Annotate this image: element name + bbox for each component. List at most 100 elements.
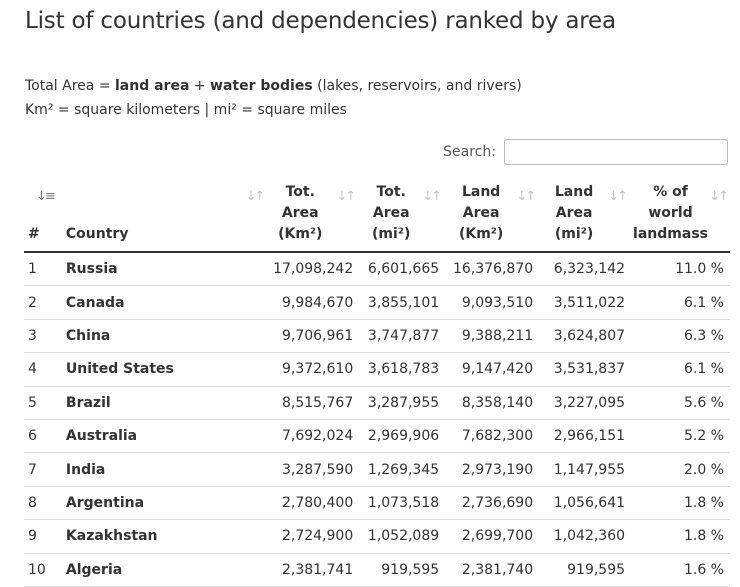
pct-landmass-cell: 1.8 % <box>629 486 730 521</box>
table-body: 1 Russia 17,098,242 6,601,665 16,376,870 6,32… <box>24 252 730 587</box>
rank-cell: 4 <box>24 352 62 387</box>
country-cell: Brazil <box>61 386 262 420</box>
sort-both-icon: ↓↑ <box>245 189 266 204</box>
land-area-km-cell: 8,358,140 <box>443 386 538 420</box>
pct-landmass-cell: 6.1 % <box>629 352 730 387</box>
total-area-mi-cell: 1,269,345 <box>357 452 444 487</box>
header-line: Tot. <box>285 184 315 200</box>
table-row: 6 Australia 7,692,024 2,969,906 7,682,300 2,9… <box>24 419 730 454</box>
table-row: 2 Canada 9,984,670 3,855,101 9,093,510 3,511,… <box>24 285 730 320</box>
total-area-km-cell: 2,724,900 <box>261 519 358 554</box>
table-row: 1 Russia 17,098,242 6,601,665 16,376,870 6,32… <box>24 252 730 287</box>
land-area-mi-cell: 1,147,955 <box>537 452 630 487</box>
header-line: world <box>648 205 693 221</box>
col-header-rank-label: # <box>28 226 40 242</box>
header-line: Land <box>461 184 501 200</box>
total-area-km-cell: 8,515,767 <box>261 386 358 420</box>
sort-numeric-asc-icon: ↓≡ <box>36 189 56 204</box>
pct-landmass-cell: 11.0 % <box>629 252 730 287</box>
table-row: 10 Algeria 2,381,741 919,595 2,381,740 919,59… <box>24 553 730 587</box>
total-area-km-cell: 9,706,961 <box>261 319 358 354</box>
land-area-km-cell: 2,736,690 <box>443 486 538 521</box>
col-header-total-km[interactable]: ↓↑ Tot. Area (Km²) <box>261 180 358 253</box>
country-cell: Kazakhstan <box>61 519 262 554</box>
pct-landmass-cell: 2.0 % <box>629 452 730 487</box>
header-line: Area <box>555 205 593 221</box>
land-area-mi-cell: 3,511,022 <box>537 285 630 320</box>
rank-cell: 3 <box>24 319 62 354</box>
col-header-country[interactable]: ↓↑ Country <box>61 180 266 253</box>
country-cell: Algeria <box>61 553 262 587</box>
total-area-km-cell: 2,381,741 <box>261 553 358 587</box>
page-title: List of countries (and dependencies) ran… <box>25 8 616 34</box>
pct-landmass-cell: 6.3 % <box>629 319 730 354</box>
rank-cell: 7 <box>24 452 62 487</box>
intro-land-area: land area <box>115 78 190 94</box>
land-area-km-cell: 16,376,870 <box>443 252 538 287</box>
land-area-km-cell: 9,388,211 <box>443 319 538 354</box>
table-row: 3 China 9,706,961 3,747,877 9,388,211 3,624,8… <box>24 319 730 354</box>
rank-cell: 10 <box>24 553 62 587</box>
intro-text: Total Area = land area + water bodies (l… <box>25 74 522 122</box>
country-cell: Argentina <box>61 486 262 521</box>
total-area-mi-cell: 3,287,955 <box>357 386 444 420</box>
total-area-mi-cell: 919,595 <box>357 553 444 587</box>
total-area-km-cell: 2,780,400 <box>261 486 358 521</box>
total-area-km-cell: 9,984,670 <box>261 285 358 320</box>
intro-line-2: Km² = square kilometers | mi² = square m… <box>25 102 347 118</box>
col-header-pct-landmass[interactable]: ↓↑ % of world landmass <box>629 180 730 253</box>
table-row: 4 United States 9,372,610 3,618,783 9,147,42… <box>24 352 730 387</box>
table-row: 7 India 3,287,590 1,269,345 2,973,190 1,147,9… <box>24 452 730 487</box>
total-area-mi-cell: 3,618,783 <box>357 352 444 387</box>
rank-cell: 1 <box>24 252 62 287</box>
table-row: 5 Brazil 8,515,767 3,287,955 8,358,140 3,227,… <box>24 386 730 420</box>
search-input[interactable] <box>504 139 728 165</box>
total-area-mi-cell: 2,969,906 <box>357 419 444 454</box>
land-area-mi-cell: 3,227,095 <box>537 386 630 420</box>
land-area-mi-cell: 1,042,360 <box>537 519 630 554</box>
sort-both-icon: ↓↑ <box>336 189 356 204</box>
intro-prefix: Total Area = <box>25 78 115 94</box>
total-area-km-cell: 17,098,242 <box>261 252 358 287</box>
total-area-mi-cell: 6,601,665 <box>357 252 444 287</box>
header-line: landmass <box>633 226 708 242</box>
land-area-km-cell: 7,682,300 <box>443 419 538 454</box>
total-area-mi-cell: 1,073,518 <box>357 486 444 521</box>
sort-both-icon: ↓↑ <box>709 189 729 204</box>
total-area-km-cell: 9,372,610 <box>261 352 358 387</box>
country-cell: China <box>61 319 262 354</box>
intro-suffix: (lakes, reservoirs, and rivers) <box>312 78 522 94</box>
col-header-rank[interactable]: ↓≡ # <box>24 180 62 253</box>
col-header-land-km[interactable]: ↓↑ Land Area (Km²) <box>443 180 538 253</box>
country-cell: Canada <box>61 285 262 320</box>
header-line: (mi²) <box>372 226 411 242</box>
land-area-km-cell: 2,973,190 <box>443 452 538 487</box>
search-box: Search: <box>443 139 728 165</box>
country-cell: United States <box>61 352 262 387</box>
header-line: Area <box>281 205 319 221</box>
header-line: Tot. <box>376 184 406 200</box>
table-row: 8 Argentina 2,780,400 1,073,518 2,736,690 1,0… <box>24 486 730 521</box>
total-area-mi-cell: 3,855,101 <box>357 285 444 320</box>
rank-cell: 9 <box>24 519 62 554</box>
header-line: Area <box>372 205 410 221</box>
land-area-km-cell: 2,699,700 <box>443 519 538 554</box>
search-label: Search: <box>443 144 496 160</box>
total-area-mi-cell: 3,747,877 <box>357 319 444 354</box>
pct-landmass-cell: 5.6 % <box>629 386 730 420</box>
header-line: % of <box>653 184 688 200</box>
header-line: (mi²) <box>554 226 594 242</box>
col-header-total-mi[interactable]: ↓↑ Tot. Area (mi²) <box>357 180 444 253</box>
sort-both-icon: ↓↑ <box>608 189 628 204</box>
land-area-km-cell: 2,381,740 <box>443 553 538 587</box>
land-area-mi-cell: 6,323,142 <box>537 252 630 287</box>
land-area-mi-cell: 2,966,151 <box>537 419 630 454</box>
total-area-mi-cell: 1,052,089 <box>357 519 444 554</box>
rank-cell: 2 <box>24 285 62 320</box>
rank-cell: 5 <box>24 386 62 420</box>
land-area-km-cell: 9,147,420 <box>443 352 538 387</box>
intro-water-bodies: water bodies <box>210 78 313 94</box>
col-header-land-mi[interactable]: ↓↑ Land Area (mi²) <box>537 180 630 253</box>
total-area-km-cell: 7,692,024 <box>261 419 358 454</box>
